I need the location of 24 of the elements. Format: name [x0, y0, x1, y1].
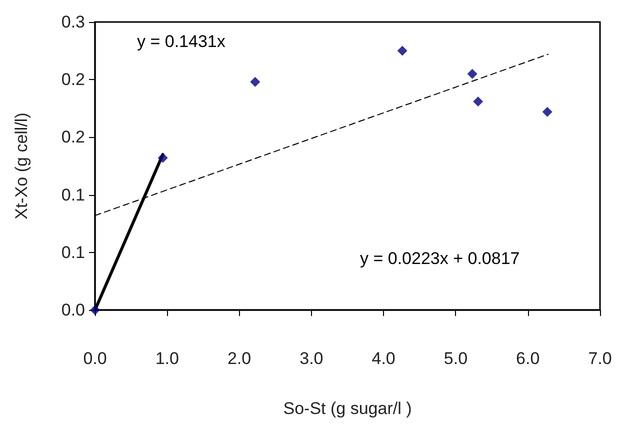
- y-tick-label: 0.2: [61, 128, 85, 147]
- y-tick-label: 0.0: [61, 300, 85, 320]
- y-tick-label: 0.2: [61, 70, 85, 90]
- y-tick-label: 0.3: [61, 12, 85, 32]
- x-tick-label: 1.0: [155, 349, 179, 368]
- annotation: y = 0.1431x: [137, 32, 226, 51]
- x-tick-label: 7.0: [588, 349, 612, 368]
- point: [473, 96, 484, 106]
- x-tick-label: 4.0: [372, 349, 396, 368]
- point: [542, 106, 552, 117]
- y-tick-label: 0.1: [61, 242, 85, 262]
- point: [397, 46, 408, 56]
- x-tick-label: 5.0: [444, 349, 468, 368]
- point: [250, 76, 260, 87]
- y-axis-title: Xt-Xo (g cell/l): [12, 112, 31, 220]
- annotation: y = 0.0223x + 0.0817: [360, 249, 520, 268]
- y-tick-label: 0.1: [61, 185, 85, 204]
- point: [158, 152, 168, 163]
- x-tick-label: 0.0: [83, 349, 107, 368]
- x-tick-label: 3.0: [300, 349, 324, 368]
- point: [467, 68, 478, 79]
- x-tick-label: 2.0: [227, 349, 252, 368]
- x-tick-label: 6.0: [516, 349, 540, 368]
- x-axis-title: So-St (g sugar/l ): [283, 399, 412, 418]
